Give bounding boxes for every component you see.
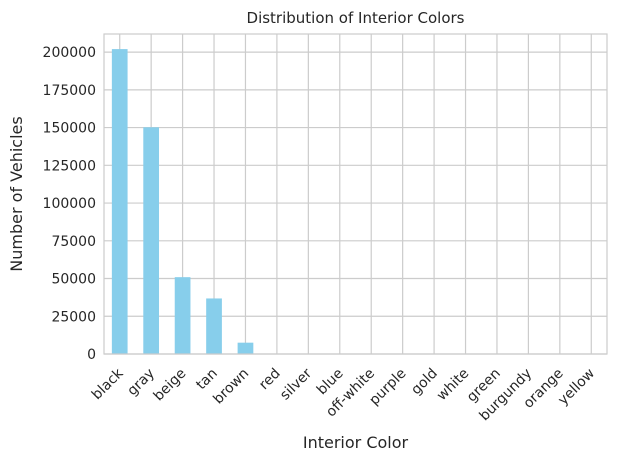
y-tick-labels: 0 25000 50000 75000 100000 125000 150000 175000… bbox=[43, 45, 96, 363]
x-tick-label: black bbox=[89, 365, 127, 403]
bar-gray bbox=[143, 127, 160, 354]
x-axis-label: Interior Color bbox=[303, 433, 409, 452]
x-tick-label: silver bbox=[277, 365, 315, 403]
bar-brown bbox=[237, 342, 254, 354]
bars bbox=[111, 49, 600, 355]
y-tick-label: 50000 bbox=[51, 272, 96, 288]
y-tick-label: 175000 bbox=[43, 83, 96, 99]
y-axis-label: Number of Vehicles bbox=[7, 116, 26, 271]
chart-title: Distribution of Interior Colors bbox=[247, 9, 465, 27]
bar-beige bbox=[174, 277, 191, 354]
y-tick-label: 100000 bbox=[43, 196, 96, 212]
bar-tan bbox=[206, 298, 222, 354]
y-tick-label: 150000 bbox=[43, 121, 96, 137]
x-tick-label: brown bbox=[210, 366, 252, 408]
bar-black bbox=[111, 49, 128, 355]
plot-frame bbox=[103, 33, 608, 355]
y-tick-label: 75000 bbox=[51, 234, 96, 250]
x-tick-label: beige bbox=[151, 366, 190, 405]
y-tick-label: 25000 bbox=[51, 309, 96, 325]
y-tick-label: 0 bbox=[87, 347, 96, 363]
y-tick-label: 125000 bbox=[43, 158, 96, 174]
y-tick-label: 200000 bbox=[43, 45, 96, 61]
grid-lines bbox=[104, 34, 607, 355]
